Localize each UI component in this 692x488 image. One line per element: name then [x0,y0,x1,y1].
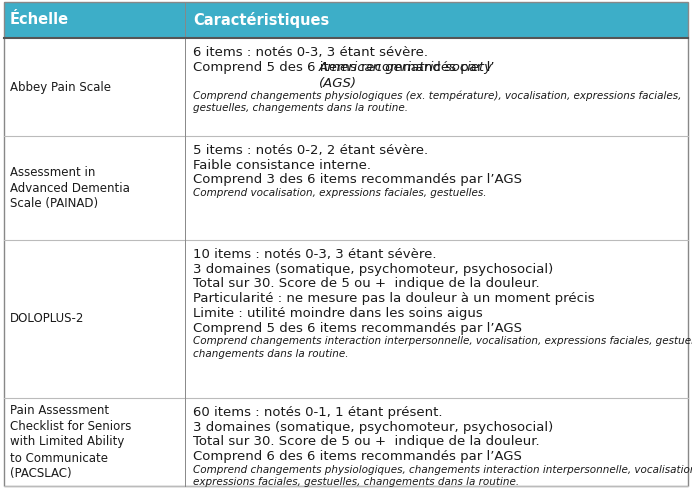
Text: Comprend 3 des 6 items recommandés par l’AGS: Comprend 3 des 6 items recommandés par l… [193,173,522,186]
Text: Total sur 30. Score de 5 ou +  indique de la douleur.: Total sur 30. Score de 5 ou + indique de… [193,278,540,290]
Text: 3 domaines (somatique, psychomoteur, psychosocial): 3 domaines (somatique, psychomoteur, psy… [193,421,553,434]
Text: Comprend changements physiologiques, changements interaction interpersonnelle, v: Comprend changements physiologiques, cha… [193,465,692,488]
Text: Faible consistance interne.: Faible consistance interne. [193,159,371,172]
Bar [4,38,688,136]
Bar [4,398,688,486]
Text: Caractéristiques: Caractéristiques [193,12,329,28]
Text: Comprend 5 des 6 items recommandés par l’AGS: Comprend 5 des 6 items recommandés par l… [193,322,522,335]
Text: 10 items : notés 0-3, 3 étant sévère.: 10 items : notés 0-3, 3 étant sévère. [193,248,437,261]
Text: 6 items : notés 0-3, 3 étant sévère.: 6 items : notés 0-3, 3 étant sévère. [193,46,428,59]
Text: Advanced Dementia: Advanced Dementia [10,182,130,195]
Text: with Limited Ability: with Limited Ability [10,435,125,448]
Text: Comprend changements interaction interpersonnelle, vocalisation, expressions fac: Comprend changements interaction interpe… [193,336,692,359]
Text: Particularité : ne mesure pas la douleur à un moment précis: Particularité : ne mesure pas la douleur… [193,292,594,305]
Text: Total sur 30. Score de 5 ou +  indique de la douleur.: Total sur 30. Score de 5 ou + indique de… [193,435,540,448]
Bar [4,240,688,398]
Text: Comprend vocalisation, expressions faciales, gestuelles.: Comprend vocalisation, expressions facia… [193,188,486,198]
Text: Comprend 5 des 6 items recommandés par l’: Comprend 5 des 6 items recommandés par l… [193,61,495,74]
Text: Comprend changements physiologiques (ex. température), vocalisation, expressions: Comprend changements physiologiques (ex.… [193,90,682,113]
Text: 3 domaines (somatique, psychomoteur, psychosocial): 3 domaines (somatique, psychomoteur, psy… [193,263,553,276]
Bar [4,2,688,38]
Text: Limite : utilité moindre dans les soins aigus: Limite : utilité moindre dans les soins … [193,307,483,320]
Text: Assessment in: Assessment in [10,165,95,179]
Text: Comprend 6 des 6 items recommandés par l’AGS: Comprend 6 des 6 items recommandés par l… [193,450,522,463]
Text: Scale (PAINAD): Scale (PAINAD) [10,198,98,210]
Text: American geriatric society
(AGS): American geriatric society (AGS) [318,61,493,90]
Text: Abbey Pain Scale: Abbey Pain Scale [10,81,111,94]
Bar [4,136,688,240]
Text: 5 items : notés 0-2, 2 étant sévère.: 5 items : notés 0-2, 2 étant sévère. [193,144,428,157]
Text: 60 items : notés 0-1, 1 étant présent.: 60 items : notés 0-1, 1 étant présent. [193,406,442,419]
Text: Checklist for Seniors: Checklist for Seniors [10,420,131,432]
Text: (PACSLAC): (PACSLAC) [10,468,72,481]
Text: to Communicate: to Communicate [10,451,108,465]
Text: Pain Assessment: Pain Assessment [10,404,109,416]
Text: Échelle: Échelle [10,13,69,27]
Text: DOLOPLUS-2: DOLOPLUS-2 [10,312,84,325]
